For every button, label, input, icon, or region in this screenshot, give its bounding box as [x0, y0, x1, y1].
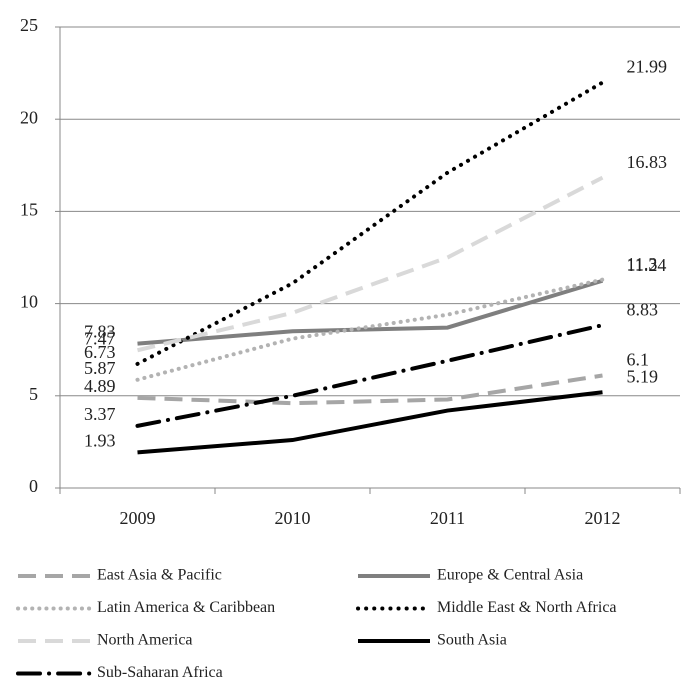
legend-label: Europe & Central Asia	[437, 567, 583, 584]
y-tick-label: 15	[20, 200, 38, 220]
x-tick-label: 2011	[430, 508, 465, 528]
legend-label: Sub-Saharan Africa	[97, 664, 223, 681]
line	[137, 278, 604, 346]
y-tick-label: 25	[20, 15, 38, 35]
y-tick-label: 0	[29, 476, 38, 496]
y-tick-label: 5	[29, 384, 38, 404]
data-label: 21.99	[627, 57, 668, 77]
y-tick-label: 20	[20, 107, 38, 127]
data-label: 7.47	[84, 328, 116, 348]
line	[137, 373, 603, 406]
line	[135, 323, 605, 428]
data-label: 3.37	[84, 404, 116, 424]
y-tick-label: 10	[20, 292, 38, 312]
data-label: 5.87	[84, 358, 116, 378]
legend-label: East Asia & Pacific	[97, 567, 222, 584]
data-label: 11.3	[627, 254, 658, 274]
legend-label: Middle East & North Africa	[437, 599, 617, 616]
data-label: 8.83	[627, 299, 659, 319]
data-label: 6.1	[627, 350, 650, 370]
x-tick-label: 2012	[585, 508, 621, 528]
data-label: 11.24	[627, 255, 667, 275]
data-label: 7.83	[84, 322, 116, 342]
data-label: 16.83	[627, 152, 668, 172]
line	[135, 277, 605, 382]
legend-label: Latin America & Caribbean	[97, 599, 275, 616]
data-label: 1.93	[84, 431, 116, 451]
x-tick-label: 2009	[120, 508, 156, 528]
line	[135, 80, 605, 366]
x-tick-label: 2010	[275, 508, 311, 528]
data-label: 5.19	[627, 366, 659, 386]
legend-label: North America	[97, 632, 193, 649]
legend-label: South Asia	[437, 632, 507, 649]
line	[137, 175, 604, 353]
data-label: 4.89	[84, 376, 116, 396]
line	[137, 390, 603, 455]
data-label: 6.73	[84, 342, 116, 362]
